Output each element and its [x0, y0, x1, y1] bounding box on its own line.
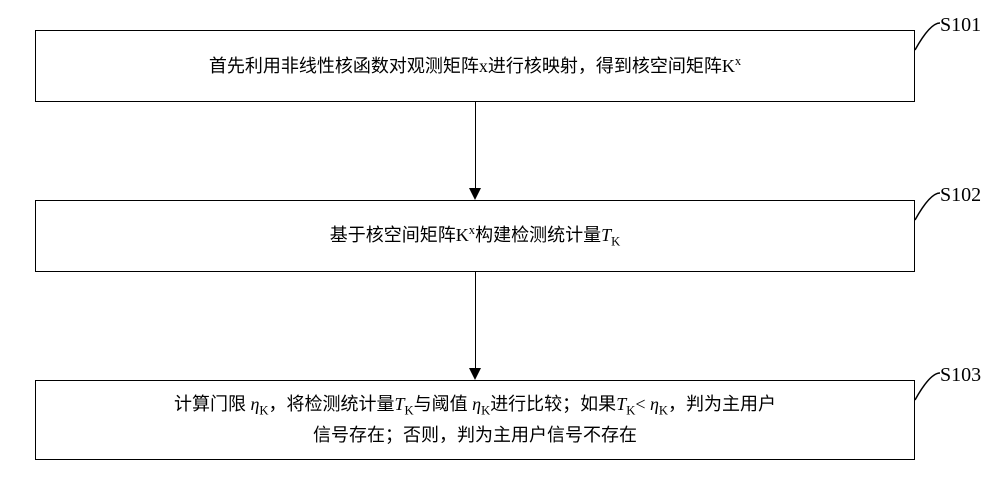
step-text-s102: 基于核空间矩阵Kx构建检测统计量TK — [330, 220, 620, 252]
step-box-s103: 计算门限 ηK，将检测统计量TK与阈值 ηK进行比较；如果TK< ηK，判为主用… — [35, 380, 915, 460]
arrow-head-1 — [469, 188, 481, 200]
flowchart-container: 首先利用非线性核函数对观测矩阵x进行核映射，得到核空间矩阵Kx S101 基于核… — [0, 0, 1000, 501]
edge-s102-s103 — [475, 272, 476, 368]
step-text-s103: 计算门限 ηK，将检测统计量TK与阈值 ηK进行比较；如果TK< ηK，判为主用… — [174, 390, 776, 450]
step-label-s101: S101 — [940, 14, 981, 37]
step-box-s101: 首先利用非线性核函数对观测矩阵x进行核映射，得到核空间矩阵Kx — [35, 30, 915, 102]
step-label-s102: S102 — [940, 184, 981, 207]
step-label-s103: S103 — [940, 364, 981, 387]
step-text-s101: 首先利用非线性核函数对观测矩阵x进行核映射，得到核空间矩阵Kx — [209, 51, 741, 81]
step-box-s102: 基于核空间矩阵Kx构建检测统计量TK — [35, 200, 915, 272]
arrow-head-2 — [469, 368, 481, 380]
edge-s101-s102 — [475, 102, 476, 188]
